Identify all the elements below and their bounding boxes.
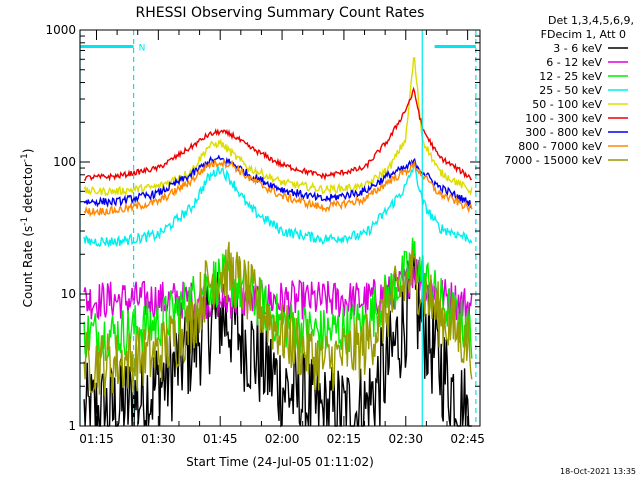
series-line-800-7000keV [83,159,473,218]
x-tick-label: 02:45 [450,432,485,446]
series-layer [83,57,473,428]
legend-label: 7000 - 15000 keV [504,154,602,167]
y-tick-label: 10 [61,287,76,301]
y-axis-label-main: Count Rate (s [21,226,35,308]
y-tick-label: 1 [68,419,76,433]
x-tick-label: 01:15 [79,432,114,446]
legend-label: 12 - 25 keV [539,70,602,83]
legend-label: 25 - 50 keV [539,84,602,97]
legend-label: 100 - 300 keV [525,112,602,125]
legend-header-line1: Det 1,3,4,5,6,9, [548,14,634,27]
axes: 1 10 100 1000 01:15 01:30 01:45 02:00 02:15 02:30… [45,23,484,446]
chart-title: RHESSI Observing Summary Count Rates [136,5,425,21]
legend: Det 1,3,4,5,6,9, FDecim 1, Att 0 3 - 6 k… [504,14,634,167]
y-axis-label-sup2: -1 [20,153,30,162]
plot-frame [79,29,481,427]
series-line-25-50keV [83,160,473,248]
generated-timestamp: 18-Oct-2021 13:35 [560,467,636,476]
y-axis-label-mid: detector [21,162,35,217]
legend-label: 50 - 100 keV [532,98,602,111]
night-label: N [139,43,146,53]
x-tick-label: 01:45 [203,432,238,446]
series-line-50-100keV [83,57,473,197]
series-line-300-800keV [83,154,472,208]
legend-label: 800 - 7000 keV [518,140,602,153]
x-axis-label: Start Time (24-Jul-05 01:11:02) [186,455,374,469]
legend-label: 300 - 800 keV [525,126,602,139]
y-axis-label-sup1: -1 [20,217,30,226]
x-tick-label: 02:15 [327,432,362,446]
y-tick-label: 1000 [45,23,76,37]
x-tick-label: 02:00 [265,432,300,446]
x-tick-label: 01:30 [141,432,176,446]
legend-header-line2: FDecim 1, Att 0 [541,28,626,41]
y-axis-label-end: ) [21,149,35,154]
y-tick-label: 100 [53,155,76,169]
legend-label: 3 - 6 keV [553,42,602,55]
series-line-3-6keV [83,250,472,428]
y-axis-label: Count Rate (s-1 detector-1) [20,149,35,308]
legend-label: 6 - 12 keV [546,56,602,69]
series-line-100-300keV [84,86,473,182]
x-tick-label: 02:30 [388,432,423,446]
series-line-7000-15000keV [83,241,473,396]
